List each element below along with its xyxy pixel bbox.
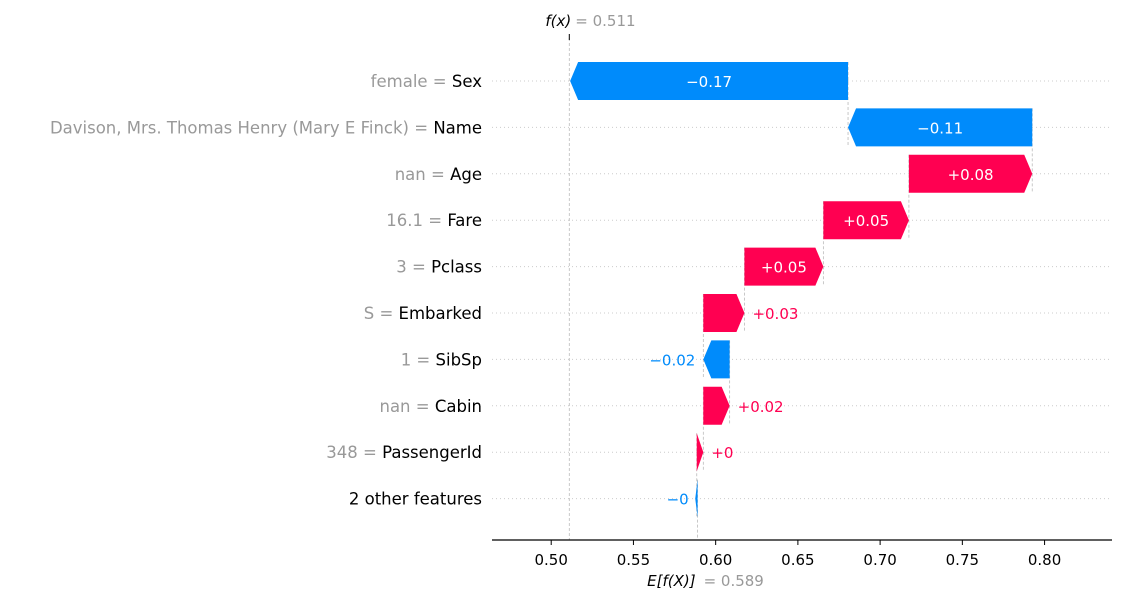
feature-value: 3 (396, 258, 407, 277)
feature-name: Embarked (399, 304, 482, 323)
equals-sign: = (426, 165, 450, 184)
feature-label: Davison, Mrs. Thomas Henry (Mary E Finck… (50, 118, 482, 137)
bar-pclass (744, 247, 824, 286)
bar-value-label: −0 (667, 491, 689, 509)
feature-label: nan = Cabin (379, 397, 482, 416)
bar-sibsp (703, 340, 730, 379)
feature-label: female = Sex (371, 72, 483, 91)
feature-name: Name (433, 118, 482, 137)
feature-value: S (364, 304, 374, 323)
feature-name: Age (450, 165, 482, 184)
feature-name: Cabin (435, 397, 482, 416)
feature-name: Sex (452, 72, 482, 91)
bar-sex (570, 62, 849, 100)
equals-sign: = (407, 258, 431, 277)
bar-value-label: −0.17 (686, 73, 732, 91)
bar-cabin (703, 386, 730, 425)
base-value-label: E[f(X)] (647, 572, 696, 590)
base-value-text: = 0.589 (704, 572, 764, 590)
feature-label: 2 other features (349, 490, 482, 509)
bar-2-other-features (695, 479, 698, 518)
feature-value: female (371, 72, 428, 91)
bar-value-label: +0.02 (738, 398, 784, 416)
bar-value-label: −0.02 (649, 351, 695, 369)
feature-value: Davison, Mrs. Thomas Henry (Mary E Finck… (50, 118, 409, 137)
bar-value-label: +0.05 (761, 259, 807, 277)
x-tick-label: 0.70 (863, 551, 896, 569)
feature-name: 2 other features (349, 490, 482, 509)
bar-name (848, 108, 1033, 147)
feature-label: nan = Age (395, 165, 482, 184)
feature-value: 16.1 (386, 211, 423, 230)
feature-value: 348 (326, 443, 358, 462)
equals-sign: = (411, 397, 435, 416)
feature-name: Pclass (431, 258, 482, 277)
equals-sign: = (358, 443, 382, 462)
bar-value-label: +0.08 (948, 166, 994, 184)
feature-label: 3 = Pclass (396, 258, 482, 277)
equals-sign: = (428, 72, 452, 91)
feature-name: PassengerId (382, 443, 482, 462)
x-tick-label: 0.50 (535, 551, 568, 569)
feature-label: 1 = SibSp (401, 350, 482, 369)
x-tick-label: 0.80 (1028, 551, 1061, 569)
bar-value-label: −0.11 (917, 119, 963, 137)
bar-value-label: +0.03 (752, 305, 798, 323)
output-value-label: f(x) (545, 12, 571, 30)
feature-name: SibSp (436, 350, 482, 369)
feature-label: 348 = PassengerId (326, 443, 482, 462)
x-tick-label: 0.65 (781, 551, 814, 569)
equals-sign: = (411, 350, 435, 369)
x-tick-label: 0.60 (699, 551, 732, 569)
feature-label: S = Embarked (364, 304, 482, 323)
equals-sign: = (423, 211, 447, 230)
feature-name: Fare (447, 211, 482, 230)
bar-embarked (703, 294, 745, 332)
bar-value-label: +0.05 (843, 212, 889, 230)
x-tick-label: 0.75 (946, 551, 979, 569)
bar-age (908, 154, 1033, 193)
equals-sign: = (374, 304, 398, 323)
feature-value: 1 (401, 350, 412, 369)
equals-sign: = (409, 118, 433, 137)
x-tick-label: 0.55 (617, 551, 650, 569)
bar-fare (823, 201, 909, 240)
output-value-text: = 0.511 (575, 12, 635, 30)
bar-value-label: +0 (711, 444, 733, 462)
feature-label: 16.1 = Fare (386, 211, 482, 230)
bar-passengerid (696, 433, 704, 472)
feature-value: nan (395, 165, 426, 184)
feature-value: nan (379, 397, 410, 416)
